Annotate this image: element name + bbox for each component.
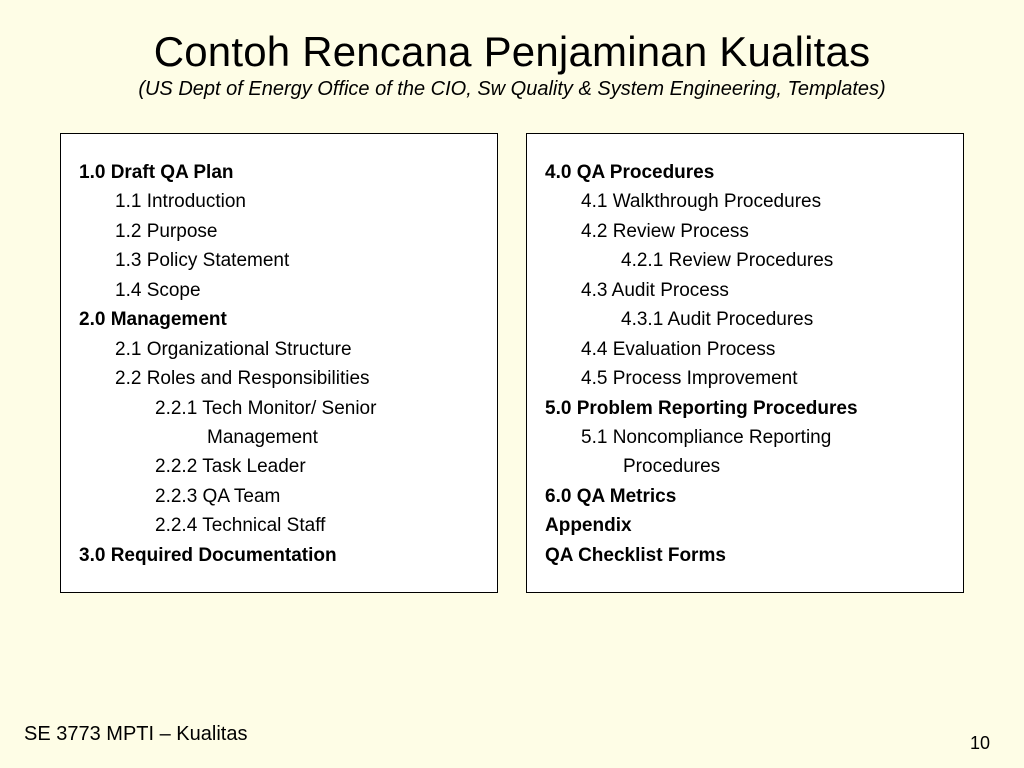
- left-outline-box: 1.0 Draft QA Plan1.1 Introduction1.2 Pur…: [60, 133, 498, 593]
- slide-number: 10: [970, 733, 990, 754]
- slide-subtitle: (US Dept of Energy Office of the CIO, Sw…: [56, 78, 968, 101]
- outline-item: 2.2 Roles and Responsibilities: [115, 364, 479, 393]
- footer-course: SE 3773 MPTI – Kualitas: [24, 723, 247, 746]
- outline-item: Procedures: [623, 452, 945, 481]
- outline-item: 4.0 QA Procedures: [545, 158, 945, 187]
- slide-title: Contoh Rencana Penjaminan Kualitas: [56, 28, 968, 76]
- outline-item: 4.2.1 Review Procedures: [621, 246, 945, 275]
- outline-item: 4.2 Review Process: [581, 217, 945, 246]
- outline-item: 3.0 Required Documentation: [79, 541, 479, 570]
- outline-item: Appendix: [545, 511, 945, 540]
- outline-item: QA Checklist Forms: [545, 541, 945, 570]
- outline-item: 5.0 Problem Reporting Procedures: [545, 394, 945, 423]
- outline-item: 4.5 Process Improvement: [581, 364, 945, 393]
- outline-item: 1.4 Scope: [115, 276, 479, 305]
- outline-item: 2.2.4 Technical Staff: [155, 511, 479, 540]
- content-columns: 1.0 Draft QA Plan1.1 Introduction1.2 Pur…: [56, 133, 968, 593]
- outline-item: 1.1 Introduction: [115, 187, 479, 216]
- outline-item: 2.2.3 QA Team: [155, 482, 479, 511]
- outline-item: 1.3 Policy Statement: [115, 246, 479, 275]
- outline-item: 2.2.2 Task Leader: [155, 452, 479, 481]
- outline-item: 2.1 Organizational Structure: [115, 335, 479, 364]
- outline-item: 6.0 QA Metrics: [545, 482, 945, 511]
- outline-item: Management: [207, 423, 479, 452]
- outline-item: 1.2 Purpose: [115, 217, 479, 246]
- outline-item: 4.3.1 Audit Procedures: [621, 305, 945, 334]
- outline-item: 4.1 Walkthrough Procedures: [581, 187, 945, 216]
- outline-item: 2.0 Management: [79, 305, 479, 334]
- outline-item: 4.3 Audit Process: [581, 276, 945, 305]
- outline-item: 4.4 Evaluation Process: [581, 335, 945, 364]
- outline-item: 5.1 Noncompliance Reporting: [581, 423, 945, 452]
- outline-item: 2.2.1 Tech Monitor/ Senior: [155, 394, 479, 423]
- outline-item: 1.0 Draft QA Plan: [79, 158, 479, 187]
- right-outline-box: 4.0 QA Procedures4.1 Walkthrough Procedu…: [526, 133, 964, 593]
